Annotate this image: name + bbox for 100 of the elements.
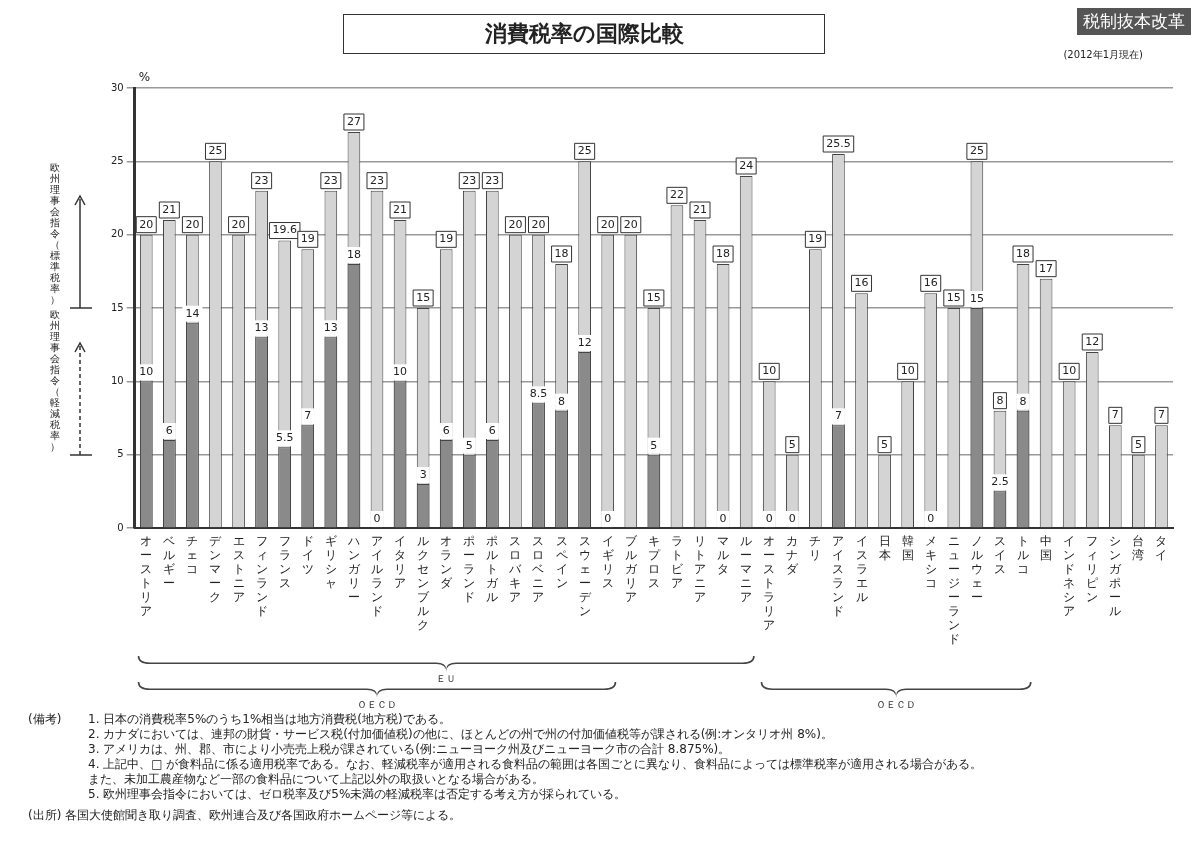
data-label: 24 xyxy=(739,158,754,172)
data-label: 7 xyxy=(834,409,842,423)
text: (出所) 各国大使館聞き取り調査、欧州連合及び各国政府ホームページ等による。 xyxy=(28,808,463,823)
data-label: 14 xyxy=(185,306,200,320)
x-tick-label: スペイン xyxy=(555,534,568,590)
x-tick-label: キプロス xyxy=(647,534,660,590)
data-label: 16 xyxy=(854,276,869,290)
data-label: 5 xyxy=(650,438,658,452)
x-tick-label: アイルランド xyxy=(370,534,383,618)
data-label: 23 xyxy=(485,173,500,187)
data-label: 13 xyxy=(254,321,269,335)
text: (備考) xyxy=(28,712,62,726)
data-label: 7 xyxy=(1157,408,1165,422)
text: 3. アメリカは、州、郡、市により小売売上税が課されている(例:ニューヨーク州及びニューヨーク市の合計 8.875%)。 xyxy=(88,742,732,757)
x-tick-label: アイスランド xyxy=(832,534,845,618)
x-tick-label: ブルガリア xyxy=(624,534,637,604)
x-tick-label: フィリピン xyxy=(1086,534,1099,604)
x-tick-label: オランダ xyxy=(440,534,453,590)
x-tick-label: トルコ xyxy=(1017,534,1030,576)
data-label: 27 xyxy=(346,114,361,128)
data-label: 7 xyxy=(1111,408,1119,422)
x-tick-label: カナダ xyxy=(786,534,799,576)
x-tick-label: 中国 xyxy=(1040,534,1053,562)
data-label: 23 xyxy=(323,173,338,187)
data-label: 5 xyxy=(881,437,889,451)
text: 2. カナダにおいては、連邦の財貨・サービス税(付加価値税)の他に、ほとんどの州で州の付加価値税等が課される(例:オンタリオ州 8%)。 xyxy=(88,727,834,742)
text: ＥＵ xyxy=(436,673,457,684)
data-label: 8 xyxy=(558,394,566,408)
data-label: 5 xyxy=(788,437,796,451)
text: ＯＥＣＤ xyxy=(876,699,917,710)
y-axis-title: % xyxy=(138,70,151,85)
x-tick-label: マルタ xyxy=(717,534,730,576)
data-label: 22 xyxy=(669,188,684,202)
data-label: 12 xyxy=(577,335,592,349)
data-label: 20 xyxy=(185,217,200,231)
data-label: 20 xyxy=(231,217,246,231)
data-label: 23 xyxy=(254,173,269,187)
x-tick-label: ギリシャ xyxy=(324,534,337,590)
data-label: 25 xyxy=(577,144,592,158)
data-label: 3 xyxy=(419,467,427,481)
x-tick-label: 韓国 xyxy=(901,534,914,562)
data-label: 10 xyxy=(139,365,154,379)
x-tick-label: ニュージーランド xyxy=(947,534,960,646)
data-label: 19 xyxy=(300,232,315,246)
x-tick-label: フィンランド xyxy=(255,534,268,618)
x-tick-label: デンマーク xyxy=(209,534,222,604)
text: ＯＥＣＤ xyxy=(356,699,397,710)
data-label: 23 xyxy=(462,173,477,187)
x-tick-label: ポルトガル xyxy=(486,534,499,604)
data-label: 18 xyxy=(1016,246,1031,260)
text: 4. 上記中、□ が食料品に係る適用税率である。なお、軽減税率が適用される食料品の範囲は各国ごとに異なり、食料品によっては標準税率が適用される場合がある。 xyxy=(88,757,983,772)
data-label: 7 xyxy=(304,409,312,423)
data-label: 0 xyxy=(765,511,773,525)
x-tick-label: メキシコ xyxy=(924,534,937,590)
data-label: 0 xyxy=(719,511,727,525)
data-label: 15 xyxy=(969,291,984,305)
text: 1. 日本の消費税率5%のうち1%相当は地方消費税(地方税)である。 xyxy=(88,712,452,727)
data-label: 12 xyxy=(1085,334,1100,348)
data-label: 20 xyxy=(531,217,546,231)
data-label: 19.6 xyxy=(272,223,297,237)
data-label: 20 xyxy=(508,217,523,231)
x-tick-label: ルーマニア xyxy=(740,534,753,604)
x-tick-label: インドネシア xyxy=(1063,534,1076,618)
y-tick-label: 10 xyxy=(110,374,124,386)
data-label: 16 xyxy=(923,276,938,290)
x-tick-label: 日本 xyxy=(878,534,891,562)
x-tick-label: イスラエル xyxy=(855,534,868,604)
data-label: 10 xyxy=(393,365,408,379)
text: 欧州理事会指令（軽減税率） xyxy=(50,308,60,452)
x-tick-label: スロバキア xyxy=(509,534,522,604)
data-label: 8 xyxy=(1019,394,1027,408)
data-label: 10 xyxy=(1062,364,1077,378)
text: 税制抜本改革 xyxy=(1077,8,1191,35)
x-tick-label: ベルギー xyxy=(163,534,176,590)
data-label: 5 xyxy=(1134,437,1142,451)
x-tick-label: スロベニア xyxy=(532,534,545,604)
data-label: 15 xyxy=(946,290,961,304)
data-label: 5 xyxy=(465,438,473,452)
x-tick-label: オーストリア xyxy=(140,534,153,618)
x-tick-label: ノルウェー xyxy=(970,534,983,604)
y-tick-label: 0 xyxy=(117,521,124,533)
data-label: 25 xyxy=(969,144,984,158)
data-label: 0 xyxy=(373,511,381,525)
x-tick-label: イタリア xyxy=(394,534,407,590)
x-tick-label: ドイツ xyxy=(301,534,314,576)
data-label: 18 xyxy=(716,246,731,260)
data-label: 18 xyxy=(554,246,569,260)
y-tick-label: 5 xyxy=(117,448,124,460)
data-label: 6 xyxy=(488,423,496,437)
data-label: 25 xyxy=(208,144,223,158)
data-label: 5.5 xyxy=(275,431,294,445)
y-tick-label: 30 xyxy=(110,81,124,93)
data-label: 0 xyxy=(927,511,935,525)
data-label: 6 xyxy=(165,423,173,437)
data-label: 0 xyxy=(604,511,612,525)
x-tick-label: チェコ xyxy=(186,534,199,576)
data-label: 19 xyxy=(808,232,823,246)
x-tick-label: ハンガリー xyxy=(347,534,360,604)
x-tick-label: タイ xyxy=(1155,534,1168,562)
data-label: 13 xyxy=(323,321,338,335)
